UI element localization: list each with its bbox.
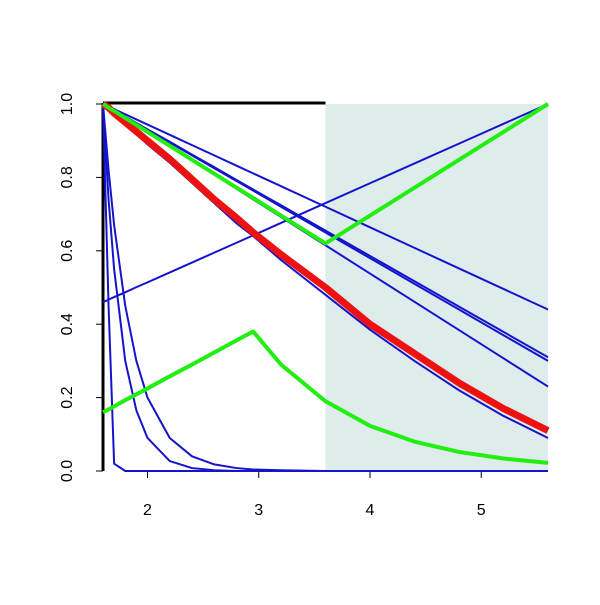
x-tick-label: 2 <box>143 502 152 519</box>
x-tick-label: 3 <box>254 502 263 519</box>
y-tick-label: 0.4 <box>59 313 76 335</box>
line <box>102 329 549 465</box>
x-tick-label: 5 <box>477 502 486 519</box>
x-tick-label: 4 <box>366 502 375 519</box>
line <box>101 101 550 434</box>
y-tick-label: 0.0 <box>59 460 76 482</box>
line <box>101 102 550 246</box>
y-tick-label: 0.2 <box>59 386 76 408</box>
line <box>102 103 549 311</box>
y-tick-label: 0.8 <box>59 166 76 188</box>
line <box>102 103 548 472</box>
y-tick-label: 0.6 <box>59 240 76 262</box>
y-tick-label: 1.0 <box>59 93 76 115</box>
